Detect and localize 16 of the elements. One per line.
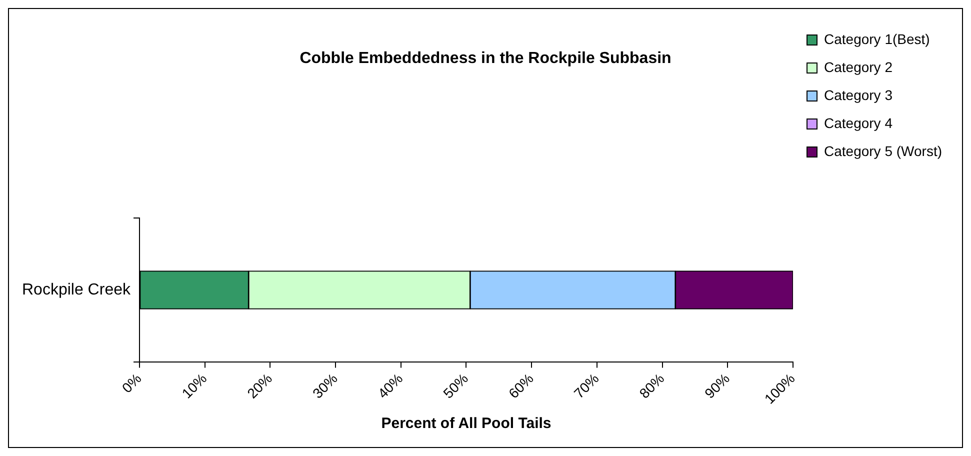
x-tick-label: 70% (570, 370, 602, 402)
legend-label: Category 5 (Worst) (824, 142, 942, 159)
x-tick-label: 0% (118, 370, 144, 396)
chart-title: Cobble Embeddedness in the Rockpile Subbasin (300, 50, 672, 68)
y-tick-label: Rockpile Creek (22, 281, 132, 298)
legend-label: Category 2 (824, 58, 893, 75)
x-tick-label: 50% (440, 370, 472, 402)
x-tick-label: 80% (636, 370, 668, 402)
legend-label: Category 4 (824, 114, 893, 131)
x-axis-title: Percent of All Pool Tails (381, 415, 552, 432)
x-tick-label: 40% (374, 370, 406, 402)
x-tick-label: 30% (309, 370, 340, 402)
x-tick-label: 90% (701, 370, 733, 402)
legend-label: Category 1(Best) (824, 30, 930, 47)
x-tick-label: 60% (505, 370, 536, 402)
legend-label: Category 3 (824, 86, 893, 103)
